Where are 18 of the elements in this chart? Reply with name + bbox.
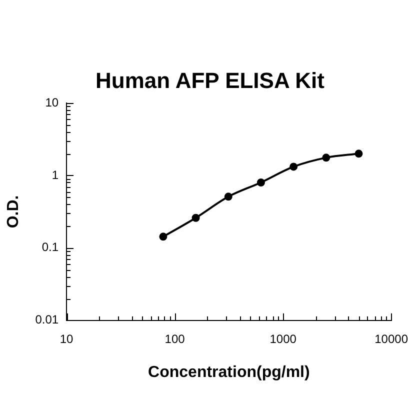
point <box>290 162 298 171</box>
y-tick-label: 1 <box>52 168 59 182</box>
point <box>224 192 232 201</box>
y-tick-label: 0.01 <box>35 312 59 327</box>
x-tick-label: 1000 <box>270 332 297 346</box>
x-tick-label: 10 <box>60 332 74 346</box>
point <box>354 150 363 158</box>
point <box>322 154 330 162</box>
y-tick-label: 0.1 <box>42 240 59 254</box>
x-axis-title: Concentration(pg/ml) <box>148 364 310 381</box>
y-tick-label: 10 <box>45 95 59 110</box>
point <box>256 178 265 186</box>
x-tick-label: 100 <box>164 332 186 346</box>
chart-title: Human AFP ELISA Kit <box>94 68 326 94</box>
point <box>192 214 200 222</box>
x-tick-label: 10000 <box>374 332 408 346</box>
point <box>159 232 168 241</box>
y-axis-title: O.D. <box>5 195 22 228</box>
